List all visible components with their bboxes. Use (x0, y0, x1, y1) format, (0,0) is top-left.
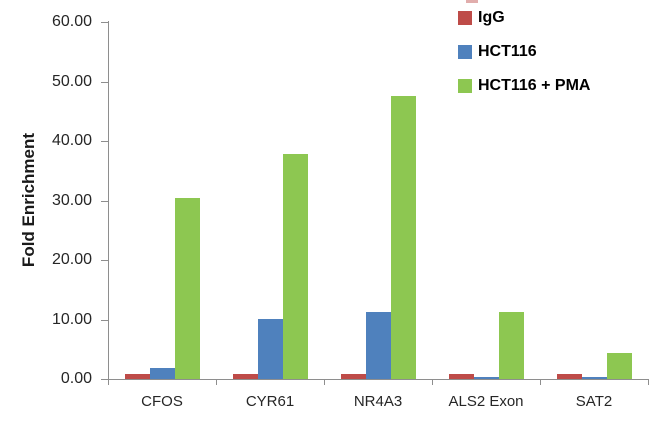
x-tick-mark (324, 379, 325, 385)
y-axis-line (108, 21, 109, 385)
x-tick-mark (216, 379, 217, 385)
bar-IgG-ALS2-Exon (448, 374, 474, 379)
y-tick-label: 40.00 (51, 132, 92, 149)
legend-row: HCT116 (458, 42, 590, 62)
bar-HCT116-CFOS (149, 368, 175, 379)
bar-HCT116+PMA-NR4A3 (390, 96, 416, 379)
x-category-label: CFOS (141, 393, 183, 410)
y-tick-mark (101, 260, 108, 261)
legend-swatch-icon (458, 11, 472, 25)
legend-swatch-icon (458, 79, 472, 93)
legend-row: HCT116 + PMA (458, 76, 590, 96)
y-tick-mark (101, 379, 108, 380)
legend-row: IgG (458, 8, 590, 28)
bar-HCT116+PMA-CYR61 (282, 154, 308, 379)
y-tick-label: 30.00 (51, 191, 92, 209)
cropped-legend-artifact (466, 0, 478, 3)
y-tick-label: 50.00 (51, 72, 92, 90)
x-tick-mark (432, 379, 433, 385)
x-category-label: NR4A3 (353, 393, 403, 410)
bar-IgG-CFOS (124, 374, 150, 379)
bar-HCT116-SAT2 (581, 377, 607, 379)
y-tick-mark (101, 141, 108, 142)
bar-IgG-NR4A3 (340, 374, 366, 379)
bar-HCT116+PMA-ALS2-Exon (498, 312, 524, 379)
x-category-label: ALS2 Exon (448, 393, 524, 410)
legend-label: HCT116 (478, 43, 537, 60)
bar-HCT116+PMA-SAT2 (606, 353, 632, 379)
y-tick-mark (101, 22, 108, 23)
legend-label: HCT116 + PMA (478, 77, 591, 94)
x-tick-mark (108, 379, 109, 385)
x-tick-mark (540, 379, 541, 385)
bar-HCT116-CYR61 (257, 319, 283, 379)
y-tick-label: 60.00 (51, 13, 92, 30)
y-tick-mark (101, 319, 108, 321)
x-tick-mark (648, 379, 649, 385)
legend: IgG HCT116 HCT116 + PMA (458, 8, 590, 110)
y-tick-mark (101, 81, 108, 83)
bar-IgG-SAT2 (556, 374, 582, 379)
legend-label: IgG (478, 9, 505, 26)
bar-IgG-CYR61 (232, 374, 258, 379)
bar-HCT116+PMA-CFOS (174, 198, 200, 379)
plot-area (108, 22, 648, 379)
y-tick-label: 0.00 (60, 370, 92, 387)
x-axis-line (108, 379, 649, 380)
bar-HCT116-NR4A3 (365, 312, 391, 379)
x-category-label: SAT2 (575, 393, 613, 410)
y-tick-label: 20.00 (51, 251, 92, 268)
x-category-label: CYR61 (245, 393, 295, 410)
bar-HCT116-ALS2-Exon (473, 377, 499, 379)
y-tick-label: 10.00 (51, 310, 92, 328)
y-tick-mark (101, 200, 108, 202)
legend-swatch-icon (458, 45, 472, 59)
